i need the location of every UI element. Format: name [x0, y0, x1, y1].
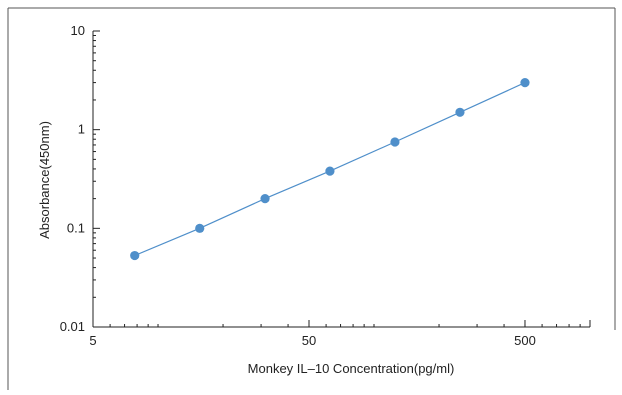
plot-area: 10 1 0.1 0.01 5 50 500: [60, 23, 591, 348]
data-point: [390, 137, 400, 147]
y-axis-label: Absorbance(450nm): [37, 121, 52, 239]
y-tick-label: 1: [78, 122, 85, 137]
y-tick-label: 0.1: [67, 220, 85, 235]
x-tick-label: 50: [302, 333, 316, 348]
data-point: [455, 107, 465, 117]
y-tick-label: 10: [71, 23, 85, 38]
data-point: [195, 223, 205, 233]
data-point: [520, 77, 530, 88]
x-tick-label: 500: [514, 333, 536, 348]
data-point: [325, 166, 335, 176]
x-tick-label: 5: [89, 333, 96, 348]
x-axis-label: Monkey IL–10 Concentration(pg/ml): [248, 361, 455, 376]
y-tick-label: 0.01: [60, 319, 85, 334]
data-point: [260, 194, 270, 204]
data-point: [130, 250, 140, 261]
